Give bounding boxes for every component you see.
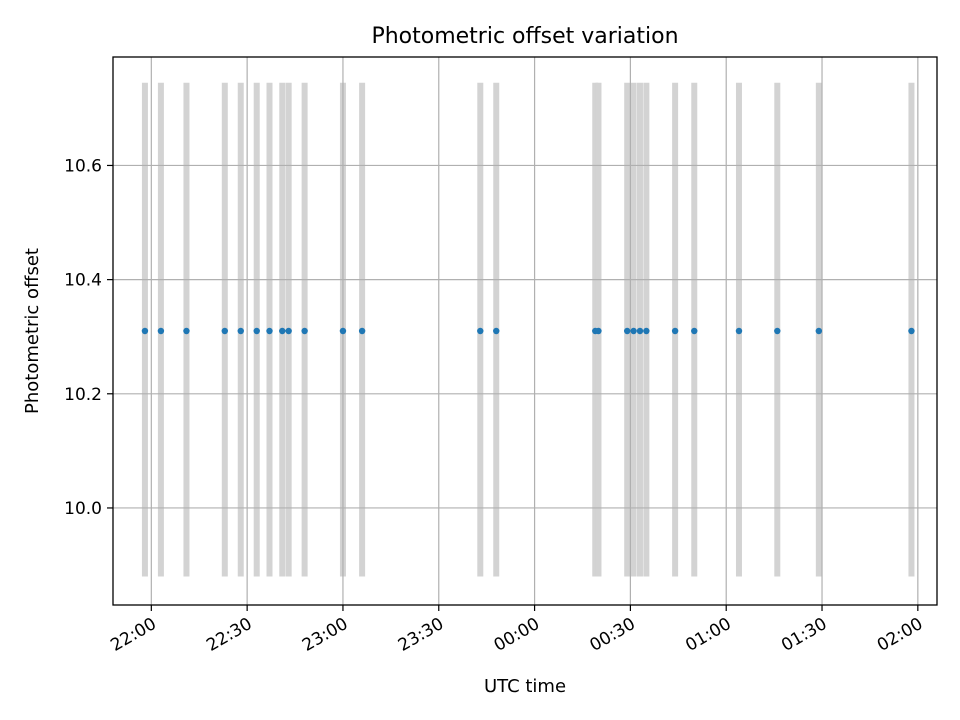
data-point	[908, 327, 915, 335]
x-tick-label: 23:00	[299, 614, 351, 656]
data-point	[339, 327, 347, 335]
x-tick-label: 00:30	[586, 614, 638, 656]
data-point	[157, 327, 165, 335]
x-tick-label: 00:00	[491, 614, 543, 656]
data-point	[266, 327, 273, 335]
data-point	[671, 327, 679, 335]
y-axis: 10.0 10.2 10.4 10.6	[64, 156, 113, 519]
y-tick-label: 10.4	[64, 271, 102, 291]
x-tick-label: 02:00	[874, 614, 926, 656]
data-point	[301, 327, 308, 335]
chart-title: Photometric offset variation	[371, 24, 678, 49]
x-tick-label: 01:00	[682, 614, 734, 656]
data-point	[477, 327, 484, 335]
x-tick-label: 22:00	[107, 614, 159, 656]
y-tick-label: 10.2	[64, 385, 102, 405]
data-point	[183, 327, 190, 335]
data-point	[636, 327, 644, 335]
data-point	[358, 327, 366, 335]
x-tick-label: 01:30	[778, 614, 830, 656]
error-bars	[141, 82, 915, 577]
data-point	[221, 327, 228, 335]
data-point	[630, 327, 637, 335]
data-point	[624, 327, 631, 335]
grid	[113, 57, 937, 605]
data-points	[141, 327, 915, 335]
data-point	[774, 327, 781, 335]
y-axis-label: Photometric offset	[22, 248, 43, 414]
data-point	[285, 327, 292, 335]
data-point	[643, 327, 650, 335]
x-tick-label: 22:30	[203, 614, 255, 656]
data-point	[253, 327, 260, 335]
x-axis-label: UTC time	[484, 676, 566, 697]
data-point	[279, 327, 286, 335]
data-point	[237, 327, 244, 335]
y-tick-label: 10.0	[64, 499, 102, 519]
y-tick-label: 10.6	[64, 156, 102, 176]
x-axis: 22:00 22:30 23:00 23:30 00:00 00:30 01:00 01:30…	[107, 605, 926, 656]
data-point	[493, 327, 500, 335]
x-tick-label: 23:30	[395, 614, 447, 656]
plot-frame	[112, 56, 938, 606]
data-point	[735, 327, 743, 335]
data-point	[815, 327, 823, 335]
data-point	[141, 327, 149, 335]
data-point	[691, 327, 698, 335]
data-point	[595, 327, 602, 335]
